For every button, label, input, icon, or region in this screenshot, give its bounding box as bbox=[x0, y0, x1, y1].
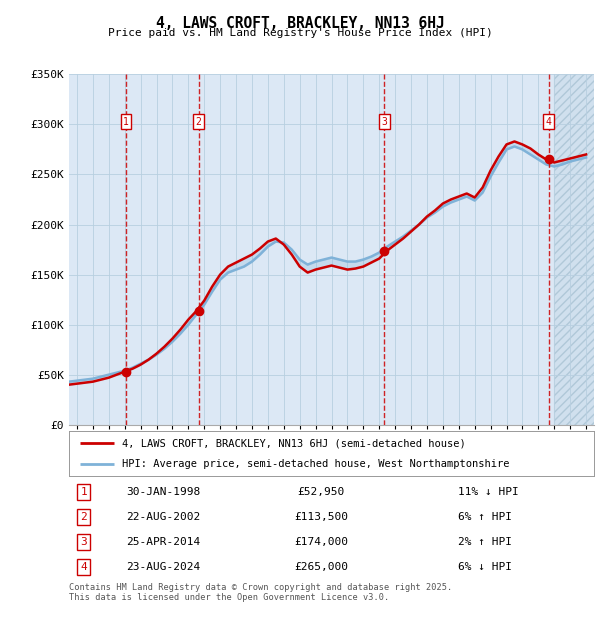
Text: 2: 2 bbox=[80, 512, 87, 522]
Text: 3: 3 bbox=[80, 537, 87, 547]
Text: 23-AUG-2024: 23-AUG-2024 bbox=[127, 562, 200, 572]
Text: 1: 1 bbox=[80, 487, 87, 497]
Text: 30-JAN-1998: 30-JAN-1998 bbox=[127, 487, 200, 497]
Bar bbox=[554, 74, 594, 425]
Text: £174,000: £174,000 bbox=[294, 537, 348, 547]
Text: 2: 2 bbox=[196, 117, 202, 126]
Text: HPI: Average price, semi-detached house, West Northamptonshire: HPI: Average price, semi-detached house,… bbox=[121, 459, 509, 469]
Text: 6% ↓ HPI: 6% ↓ HPI bbox=[458, 562, 511, 572]
Text: 4: 4 bbox=[80, 562, 87, 572]
Text: £52,950: £52,950 bbox=[298, 487, 344, 497]
Text: 4, LAWS CROFT, BRACKLEY, NN13 6HJ: 4, LAWS CROFT, BRACKLEY, NN13 6HJ bbox=[155, 16, 445, 30]
Text: 2% ↑ HPI: 2% ↑ HPI bbox=[458, 537, 511, 547]
Text: 11% ↓ HPI: 11% ↓ HPI bbox=[458, 487, 518, 497]
Text: £113,500: £113,500 bbox=[294, 512, 348, 522]
Text: £265,000: £265,000 bbox=[294, 562, 348, 572]
Text: 6% ↑ HPI: 6% ↑ HPI bbox=[458, 512, 511, 522]
Text: 4: 4 bbox=[545, 117, 551, 126]
Text: 3: 3 bbox=[382, 117, 387, 126]
Text: Price paid vs. HM Land Registry's House Price Index (HPI): Price paid vs. HM Land Registry's House … bbox=[107, 28, 493, 38]
Text: 4, LAWS CROFT, BRACKLEY, NN13 6HJ (semi-detached house): 4, LAWS CROFT, BRACKLEY, NN13 6HJ (semi-… bbox=[121, 438, 465, 448]
Text: Contains HM Land Registry data © Crown copyright and database right 2025.
This d: Contains HM Land Registry data © Crown c… bbox=[69, 583, 452, 602]
Text: 1: 1 bbox=[123, 117, 129, 126]
Bar bbox=[554, 74, 594, 425]
Text: 22-AUG-2002: 22-AUG-2002 bbox=[127, 512, 200, 522]
Text: 25-APR-2014: 25-APR-2014 bbox=[127, 537, 200, 547]
